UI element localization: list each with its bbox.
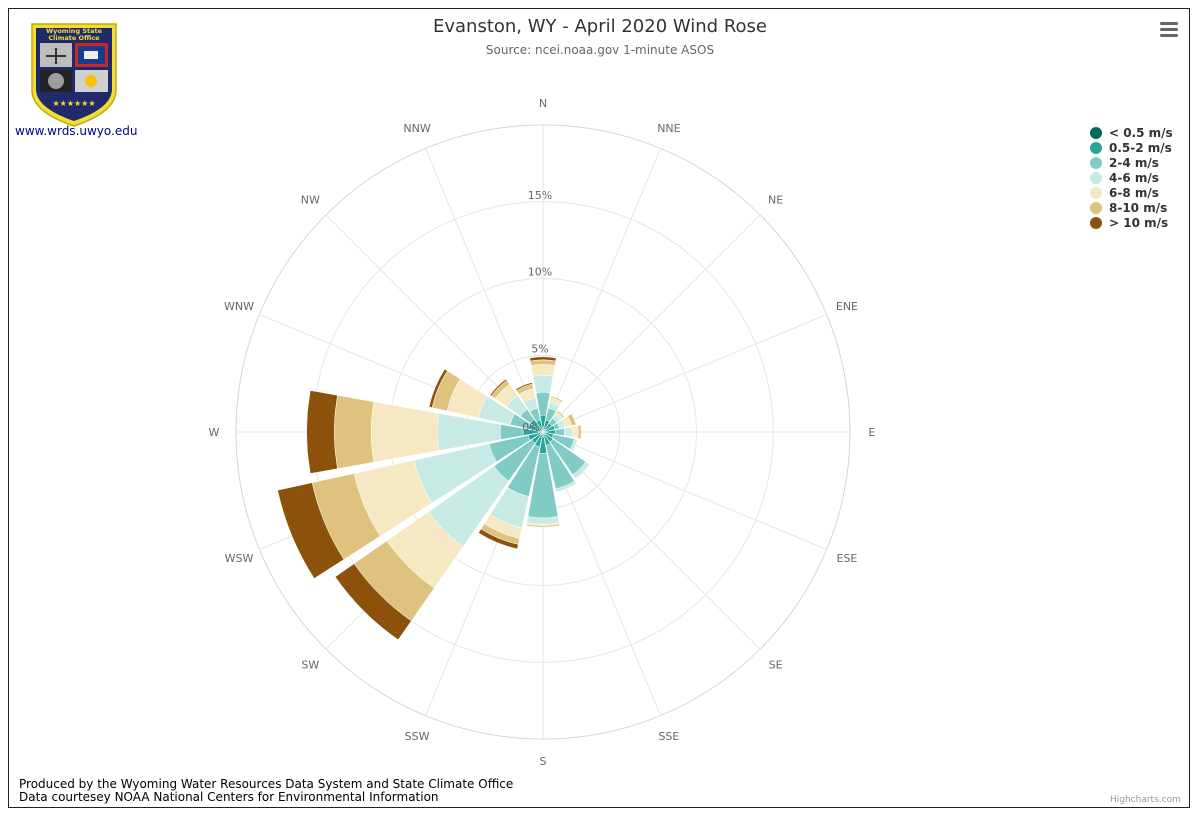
logo-stars: ★★★★★★ — [52, 99, 95, 108]
legend-label: > 10 m/s — [1109, 215, 1169, 230]
bar-e-6-8-m-s[interactable] — [571, 425, 579, 439]
logo-text-line2: Climate Office — [48, 34, 100, 42]
legend-marker — [1090, 141, 1102, 154]
legend-item[interactable]: < 0.5 m/s — [1090, 125, 1173, 140]
chart-frame — [8, 8, 1190, 808]
legend-marker — [1090, 126, 1102, 139]
direction-label-wsw: WSW — [225, 552, 254, 565]
chart-menu-button[interactable] — [1158, 22, 1180, 40]
bar-nne-8-10-m-s[interactable] — [550, 395, 564, 403]
bar-ene-8-10-m-s[interactable] — [567, 413, 577, 427]
legend-label: 8-10 m/s — [1109, 200, 1168, 215]
highcharts-credit-link[interactable]: Highcharts.com — [1110, 795, 1181, 805]
bar-w-8-10-m-s[interactable] — [334, 395, 375, 469]
legend: < 0.5 m/s 0.5-2 m/s 2-4 m/s 4-6 m/s 6-8 m/s 8… — [1090, 125, 1173, 230]
direction-label-se: SE — [769, 659, 783, 672]
moon-icon — [48, 73, 64, 89]
legend-item[interactable]: 8-10 m/s — [1090, 200, 1173, 215]
grid-spoke — [542, 214, 761, 433]
bar-sw--10-m-s[interactable] — [334, 563, 412, 641]
bar-e-4-6-m-s[interactable] — [563, 426, 573, 438]
direction-label-sse: SSE — [658, 730, 679, 743]
grid-spoke — [542, 148, 661, 433]
bar-ese-4-6-m-s[interactable] — [569, 438, 578, 452]
direction-label-e: E — [869, 426, 876, 439]
footer-line-1: Produced by the Wyoming Water Resources … — [19, 777, 514, 791]
chart-subtitle: Source: ncei.noaa.gov 1-minute ASOS — [485, 43, 715, 57]
bar-n-6-8-m-s[interactable] — [530, 364, 556, 377]
legend-marker — [1090, 201, 1102, 214]
bison-icon — [84, 51, 98, 59]
legend-item[interactable]: > 10 m/s — [1090, 215, 1173, 230]
direction-label-wnw: WNW — [224, 300, 254, 313]
bar-ssw--10-m-s[interactable] — [478, 528, 519, 550]
legend-label: 2-4 m/s — [1109, 155, 1159, 170]
ring-label: 5% — [531, 342, 548, 355]
weather-vane-icon — [46, 48, 66, 64]
bar-ne-8-10-m-s[interactable] — [556, 410, 565, 419]
bar-s-4-6-m-s[interactable] — [526, 516, 560, 525]
legend-label: 0.5-2 m/s — [1109, 140, 1172, 155]
hamburger-menu-icon — [1160, 22, 1178, 25]
bar-wnw--10-m-s[interactable] — [428, 368, 448, 408]
bar-e-2-4-m-s[interactable] — [554, 427, 565, 437]
direction-label-ese: ESE — [837, 552, 858, 565]
legend-marker — [1090, 186, 1102, 199]
ring-labels: 0% 5% 10% 15% — [522, 189, 552, 434]
legend-item[interactable]: 2-4 m/s — [1090, 155, 1173, 170]
bar-n--10-m-s[interactable] — [529, 356, 557, 362]
direction-label-nne: NNE — [657, 122, 680, 135]
direction-label-ne: NE — [768, 193, 783, 206]
grid-spoke — [425, 148, 544, 433]
ring-label: 10% — [528, 266, 552, 279]
direction-label-sw: SW — [301, 659, 319, 672]
direction-label-ene: ENE — [836, 300, 858, 313]
wind-bars — [277, 356, 590, 641]
bar-w--10-m-s[interactable] — [306, 390, 338, 474]
grid-spoke — [542, 431, 827, 550]
direction-label-ssw: SSW — [405, 730, 430, 743]
legend-marker — [1090, 171, 1102, 184]
bar-n-4-6-m-s[interactable] — [532, 374, 554, 394]
direction-label-nnw: NNW — [403, 122, 430, 135]
ring-label: 0% — [522, 421, 539, 434]
direction-label-nw: NW — [301, 193, 320, 206]
bar-sse-4-6-m-s[interactable] — [555, 480, 577, 493]
footer-line-2: Data courtesey NOAA National Centers for… — [19, 790, 439, 804]
legend-item[interactable]: 4-6 m/s — [1090, 170, 1173, 185]
bar-e-8-10-m-s[interactable] — [577, 424, 582, 440]
direction-labels: N NNE NE ENE E ESE SE SSE S SSW SW WSW W WNW NW NNW — [209, 97, 876, 768]
direction-label-s: S — [540, 755, 547, 768]
bar-n-8-10-m-s[interactable] — [530, 359, 556, 366]
grid-spoke — [542, 314, 827, 433]
bar-wsw--10-m-s[interactable] — [277, 482, 345, 579]
logo-text-line1: Wyoming State — [46, 27, 103, 35]
logo-website-link[interactable]: www.wrds.uwyo.edu — [15, 124, 138, 138]
legend-label: 4-6 m/s — [1109, 170, 1159, 185]
footer-credits: Produced by the Wyoming Water Resources … — [19, 778, 513, 804]
chart-title: Evanston, WY - April 2020 Wind Rose — [432, 16, 767, 37]
ring-label: 15% — [528, 189, 552, 202]
bar-s-8-10-m-s[interactable] — [525, 523, 561, 528]
direction-label-n: N — [539, 97, 547, 110]
legend-item[interactable]: 6-8 m/s — [1090, 185, 1173, 200]
legend-marker — [1090, 156, 1102, 169]
legend-item[interactable]: 0.5-2 m/s — [1090, 140, 1173, 155]
legend-marker — [1090, 216, 1102, 229]
legend-label: 6-8 m/s — [1109, 185, 1159, 200]
legend-label: < 0.5 m/s — [1109, 125, 1173, 140]
bar-nnw--10-m-s[interactable] — [515, 382, 533, 391]
bar-nw--10-m-s[interactable] — [489, 378, 508, 397]
climate-office-logo: Wyoming State Climate Office ★★★★★★ — [31, 23, 117, 127]
bar-se-4-6-m-s[interactable] — [572, 461, 590, 479]
bar-w-6-8-m-s[interactable] — [370, 401, 440, 463]
sun-icon — [85, 75, 97, 87]
direction-label-w: W — [209, 426, 220, 439]
